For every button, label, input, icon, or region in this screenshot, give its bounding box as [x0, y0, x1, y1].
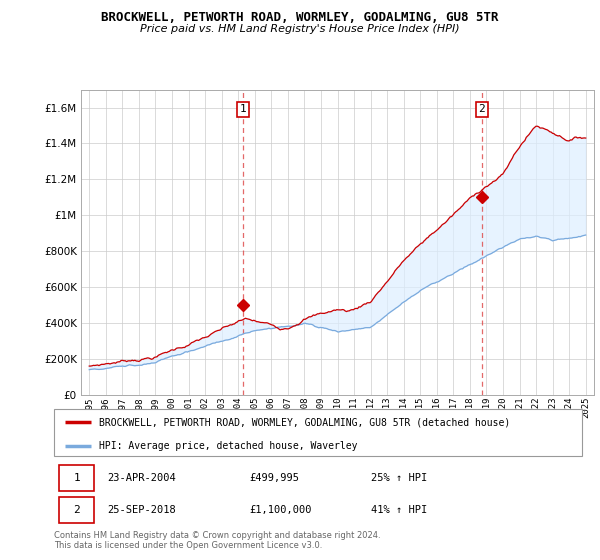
Text: BROCKWELL, PETWORTH ROAD, WORMLEY, GODALMING, GU8 5TR (detached house): BROCKWELL, PETWORTH ROAD, WORMLEY, GODAL… [99, 417, 510, 427]
FancyBboxPatch shape [54, 409, 582, 456]
Text: BROCKWELL, PETWORTH ROAD, WORMLEY, GODALMING, GU8 5TR: BROCKWELL, PETWORTH ROAD, WORMLEY, GODAL… [101, 11, 499, 24]
Text: HPI: Average price, detached house, Waverley: HPI: Average price, detached house, Wave… [99, 441, 358, 451]
Text: Price paid vs. HM Land Registry's House Price Index (HPI): Price paid vs. HM Land Registry's House … [140, 24, 460, 34]
Text: Contains HM Land Registry data © Crown copyright and database right 2024.
This d: Contains HM Land Registry data © Crown c… [54, 531, 380, 550]
Text: 41% ↑ HPI: 41% ↑ HPI [371, 505, 427, 515]
Text: 25% ↑ HPI: 25% ↑ HPI [371, 473, 427, 483]
Text: 1: 1 [73, 473, 80, 483]
Text: 25-SEP-2018: 25-SEP-2018 [107, 505, 176, 515]
Text: 2: 2 [479, 104, 485, 114]
FancyBboxPatch shape [59, 497, 94, 523]
Text: £1,100,000: £1,100,000 [250, 505, 312, 515]
Text: 1: 1 [240, 104, 247, 114]
FancyBboxPatch shape [59, 465, 94, 491]
Text: £499,995: £499,995 [250, 473, 299, 483]
Text: 23-APR-2004: 23-APR-2004 [107, 473, 176, 483]
Text: 2: 2 [73, 505, 80, 515]
